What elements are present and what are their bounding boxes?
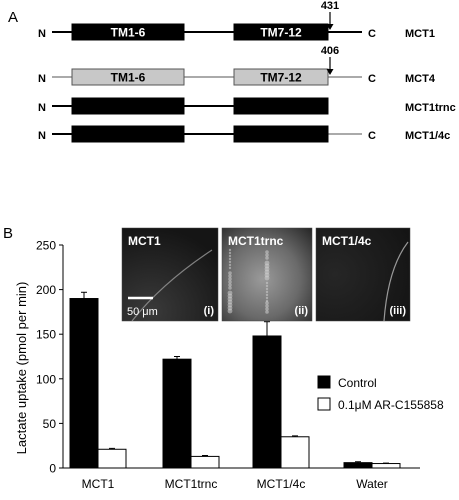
micrograph-image xyxy=(315,227,411,322)
stain-speckle xyxy=(265,310,269,314)
stain-speckle xyxy=(265,296,269,300)
bar xyxy=(162,358,192,469)
stain-speckle xyxy=(265,307,269,311)
panel-a-label: A xyxy=(8,9,18,26)
n-terminus-label: N xyxy=(38,28,46,40)
stain-speckle xyxy=(228,257,232,261)
cell-membrane-stain xyxy=(383,241,409,322)
legend-swatch xyxy=(317,375,331,389)
bar xyxy=(69,298,99,469)
bar xyxy=(190,455,220,469)
bar-chart: Lactate uptake (pmol per min) 0 50 100 150 2… xyxy=(14,239,444,492)
micrograph-index: (iii) xyxy=(390,305,407,317)
construct-name: MCT4 xyxy=(405,73,436,85)
c-terminus-label: C xyxy=(368,73,376,85)
stain-speckle xyxy=(228,286,232,290)
x-tick-label: MCT1/4c xyxy=(257,477,306,491)
y-tick-label: 50 xyxy=(43,417,57,431)
stain-speckle xyxy=(265,299,269,303)
stain-speckle xyxy=(228,266,232,270)
y-tick-label: 200 xyxy=(36,283,56,297)
n-terminus-label: N xyxy=(38,73,46,85)
stain-speckle xyxy=(228,263,232,267)
stain-speckle xyxy=(265,304,269,308)
x-axis-labels: MCT1 MCT1trnc MCT1/4c Water xyxy=(82,477,388,491)
legend-swatch xyxy=(317,397,331,411)
scale-bar-label: 50 μm xyxy=(127,306,158,318)
stain-speckle xyxy=(228,254,232,258)
stain-speckle xyxy=(265,293,269,297)
c-terminus-label: C xyxy=(368,28,376,40)
stain-speckle xyxy=(265,256,269,260)
stain-speckle xyxy=(265,301,269,305)
x-tick-label: MCT1trnc xyxy=(165,477,218,491)
tm-block xyxy=(71,97,185,115)
y-tick-label: 0 xyxy=(49,462,56,476)
bar xyxy=(97,448,127,469)
stain-speckle xyxy=(228,277,232,281)
tm-block xyxy=(71,23,185,41)
stain-speckle xyxy=(264,275,270,281)
construct-name: MCT1 xyxy=(405,28,435,40)
stain-speckle xyxy=(228,271,232,275)
panel-a-constructs: TM1-6 TM7-12 N C MCT1 431 TM1-6 TM7-12 N C MCT4 406… xyxy=(38,0,456,143)
tm-block xyxy=(233,97,329,115)
tm-block xyxy=(233,125,329,143)
micrograph-title: MCT1/4c xyxy=(322,234,372,248)
y-tick-label: 100 xyxy=(36,372,56,386)
y-tick-label: 250 xyxy=(36,239,56,253)
tm-block xyxy=(233,23,329,41)
stain-speckle xyxy=(228,260,232,264)
stain-speckle xyxy=(265,287,269,291)
n-terminus-label: N xyxy=(38,130,46,142)
tm-block xyxy=(71,125,185,143)
micrograph-title: MCT1 xyxy=(128,234,161,248)
stain-speckle xyxy=(228,280,232,284)
construct-name: MCT1/4c xyxy=(405,130,450,142)
stain-speckle xyxy=(265,281,269,285)
residue-marker-arrowhead xyxy=(326,69,334,75)
stain-speckle xyxy=(265,250,269,254)
legend-entry: 0.1μM AR-C155858 xyxy=(338,398,444,412)
tm-block-label: TM1-6 xyxy=(111,71,146,85)
tm-block xyxy=(233,68,329,86)
bar xyxy=(371,463,401,469)
construct-name: MCT1trnc xyxy=(405,102,456,114)
tm-block-label: TM7-12 xyxy=(260,26,302,40)
tm-block xyxy=(71,68,185,86)
micrograph-title: MCT1trnc xyxy=(228,234,284,248)
micrograph-index: (i) xyxy=(204,305,215,317)
tm-block-label: TM7-12 xyxy=(260,71,302,85)
legend: Control 0.1μM AR-C155858 xyxy=(317,375,444,412)
stain-speckle xyxy=(228,248,232,252)
stain-speckle xyxy=(265,284,269,288)
stain-speckle xyxy=(228,274,232,278)
bar xyxy=(252,335,282,469)
stain-speckle xyxy=(228,251,232,255)
residue-marker-label: 406 xyxy=(321,45,339,57)
c-terminus-label: C xyxy=(368,130,376,142)
stain-speckle xyxy=(265,253,269,257)
residue-marker-arrowhead xyxy=(326,24,334,30)
y-tick-label: 150 xyxy=(36,328,56,342)
x-tick-label: Water xyxy=(356,477,388,491)
residue-marker-label: 431 xyxy=(321,0,339,12)
y-axis-label: Lactate uptake (pmol per min) xyxy=(14,282,29,455)
micrograph-image xyxy=(121,227,219,322)
stain-speckle xyxy=(265,290,269,294)
bars xyxy=(69,291,401,469)
micrograph-index: (ii) xyxy=(295,305,309,317)
x-tick-label: MCT1 xyxy=(82,477,115,491)
n-terminus-label: N xyxy=(38,102,46,114)
stain-speckle xyxy=(228,283,232,287)
micrograph-insets: MCT1 (i) 50 μm MCT1trnc (ii) MCT1/4c (iii) xyxy=(121,227,411,322)
cell-membrane-stain xyxy=(131,249,213,322)
panel-b-label: B xyxy=(3,225,13,242)
bar xyxy=(343,462,373,469)
tm-block-label: TM1-6 xyxy=(111,26,146,40)
legend-entry: Control xyxy=(338,376,377,390)
stain-speckle xyxy=(227,308,233,314)
bar xyxy=(280,436,310,469)
